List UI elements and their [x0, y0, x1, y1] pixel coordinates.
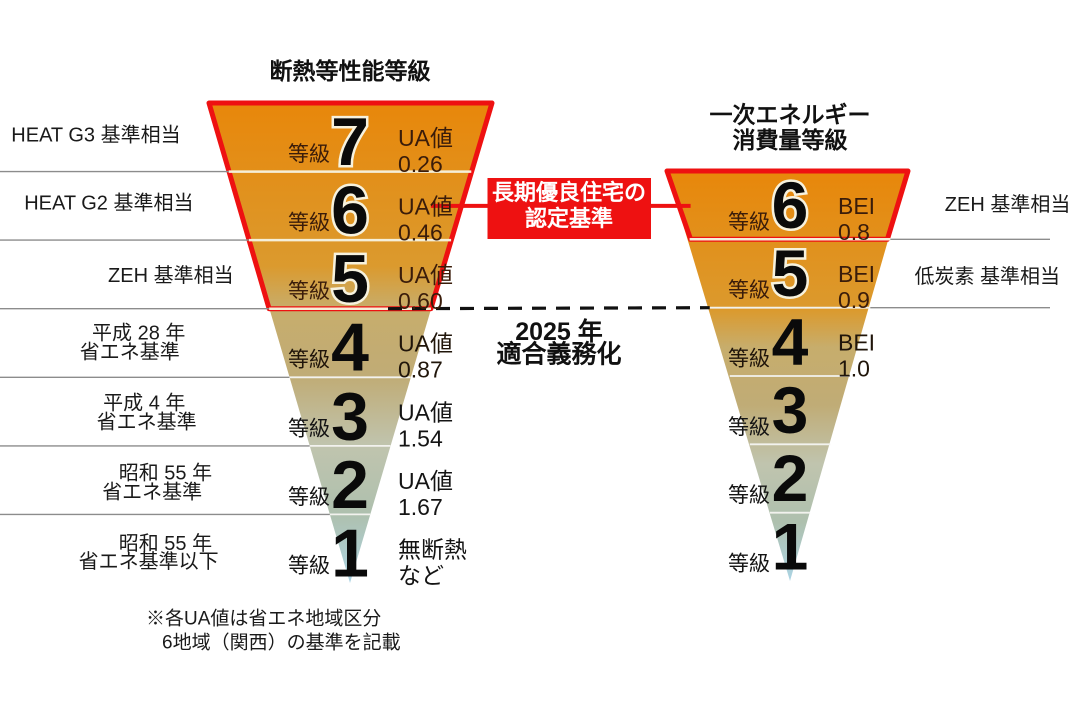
svg-text:1.54: 1.54 [398, 425, 443, 451]
svg-text:UA値: UA値 [398, 468, 453, 494]
svg-text:5: 5 [772, 236, 809, 310]
svg-text:1: 1 [331, 515, 369, 591]
svg-text:6地域（関西）の基準を記載: 6地域（関西）の基準を記載 [162, 632, 401, 654]
svg-text:省エネ基準: 省エネ基準 [102, 480, 202, 503]
svg-text:認定基準: 認定基準 [525, 206, 613, 231]
svg-text:等級: 等級 [728, 416, 770, 439]
svg-text:6: 6 [331, 173, 369, 249]
svg-text:等級: 等級 [728, 553, 770, 576]
svg-text:等級: 等級 [728, 484, 770, 507]
svg-text:ZEH 基準相当: ZEH 基準相当 [108, 264, 234, 287]
svg-text:等級: 等級 [728, 211, 770, 234]
svg-text:等級: 等級 [728, 279, 770, 302]
svg-text:0.8: 0.8 [838, 219, 870, 245]
svg-text:0.46: 0.46 [398, 220, 443, 246]
svg-text:2: 2 [331, 447, 369, 523]
svg-text:UA値: UA値 [398, 194, 453, 220]
svg-text:省エネ基準: 省エネ基準 [80, 340, 180, 363]
svg-text:HEAT G3 基準相当: HEAT G3 基準相当 [11, 124, 180, 147]
svg-text:0.9: 0.9 [838, 287, 870, 313]
svg-text:等級: 等級 [288, 143, 330, 166]
svg-text:3: 3 [331, 378, 369, 454]
svg-text:省エネ基準以下: 省エネ基準以下 [79, 550, 219, 573]
svg-text:BEI: BEI [838, 261, 875, 287]
svg-text:UA値: UA値 [398, 399, 453, 425]
svg-text:3: 3 [772, 373, 809, 447]
svg-text:等級: 等級 [288, 280, 330, 303]
svg-text:0.60: 0.60 [398, 288, 443, 314]
svg-text:低炭素 基準相当: 低炭素 基準相当 [915, 265, 1061, 288]
svg-text:5: 5 [331, 241, 369, 317]
svg-text:等級: 等級 [288, 486, 330, 509]
svg-text:等級: 等級 [288, 349, 330, 372]
svg-text:一次エネルギー: 一次エネルギー [710, 102, 871, 128]
svg-text:1: 1 [772, 510, 809, 584]
svg-text:など: など [398, 562, 444, 588]
svg-text:6: 6 [772, 168, 809, 242]
svg-text:断熱等性能等級: 断熱等性能等級 [270, 58, 431, 84]
svg-text:0.87: 0.87 [398, 357, 443, 383]
svg-text:0.26: 0.26 [398, 151, 443, 177]
svg-text:BEI: BEI [838, 193, 875, 219]
svg-text:4: 4 [331, 310, 369, 386]
svg-text:適合義務化: 適合義務化 [496, 339, 621, 368]
svg-text:省エネ基準: 省エネ基準 [97, 410, 197, 433]
svg-text:等級: 等級 [728, 348, 770, 371]
svg-text:消費量等級: 消費量等級 [733, 127, 848, 153]
svg-text:等級: 等級 [288, 417, 330, 440]
svg-text:UA値: UA値 [398, 331, 453, 357]
svg-text:2: 2 [772, 441, 809, 515]
svg-text:長期優良住宅の: 長期優良住宅の [492, 180, 646, 205]
svg-text:7: 7 [331, 104, 369, 180]
svg-text:ZEH 基準相当: ZEH 基準相当 [945, 193, 1069, 216]
svg-text:※各UA値は省エネ地域区分: ※各UA値は省エネ地域区分 [146, 607, 381, 629]
svg-text:1.0: 1.0 [838, 356, 870, 382]
svg-text:無断熱: 無断熱 [398, 536, 467, 562]
svg-text:4: 4 [772, 305, 809, 379]
svg-text:等級: 等級 [288, 212, 330, 235]
svg-text:HEAT G2 基準相当: HEAT G2 基準相当 [24, 192, 193, 215]
svg-text:UA値: UA値 [398, 262, 453, 288]
svg-text:1.67: 1.67 [398, 494, 443, 520]
svg-text:等級: 等級 [288, 554, 330, 577]
svg-text:UA値: UA値 [398, 125, 453, 151]
svg-text:BEI: BEI [838, 330, 875, 356]
